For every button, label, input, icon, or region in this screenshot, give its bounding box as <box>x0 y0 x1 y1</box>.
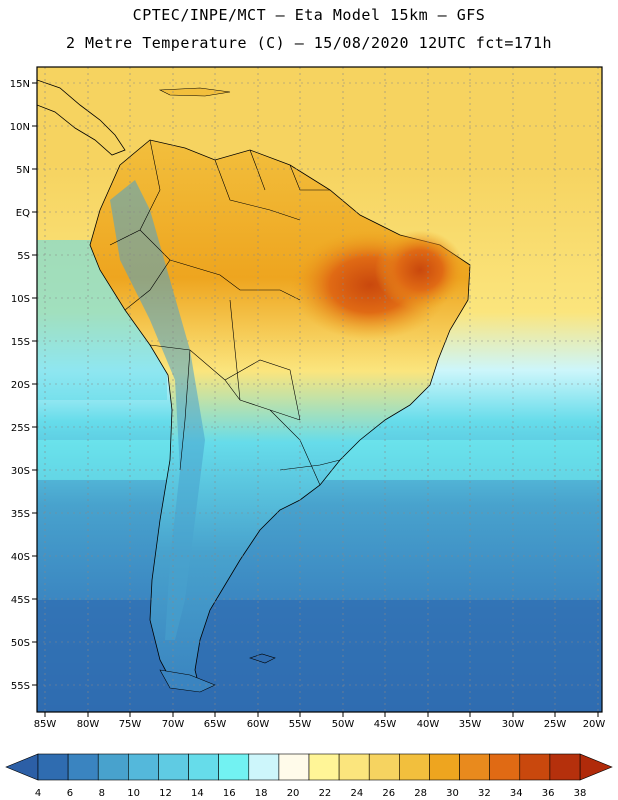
colorbar-label: 32 <box>478 788 491 799</box>
lon-label: 55W <box>289 719 312 730</box>
colorbar-swatch <box>97 753 129 781</box>
colorbar-swatch <box>188 753 219 781</box>
lat-label: 10S <box>11 294 30 305</box>
colorbar-label: 24 <box>350 788 363 799</box>
colorbar-label: 14 <box>191 788 204 799</box>
caribbean-islands <box>158 87 231 97</box>
lon-label: 20W <box>583 719 606 730</box>
colorbar-label: 38 <box>574 788 587 799</box>
colorbar-label: 4 <box>35 788 41 799</box>
lon-ticks <box>44 712 599 717</box>
colorbar-swatch <box>489 753 521 781</box>
lat-label: 5S <box>17 251 30 262</box>
map-title: CPTEC/INPE/MCT – Eta Model 15km – GFS <box>132 6 486 24</box>
colorbar-swatch <box>278 753 310 781</box>
colorbar-swatch <box>218 753 250 781</box>
lat-label: 35S <box>11 509 30 520</box>
central-america <box>37 79 126 156</box>
colorbar-swatch <box>37 753 69 781</box>
lon-label: 75W <box>119 719 142 730</box>
lat-label: 10N <box>10 122 30 133</box>
colorbar-swatch <box>308 753 340 781</box>
colorbar-label: 16 <box>223 788 236 799</box>
colorbar-swatch <box>399 753 430 781</box>
tierra-del-fuego <box>159 669 216 693</box>
colorbar: 4 6 8 10 12 14 16 18 20 22 24 26 28 30 32 34 36 38 <box>5 753 613 799</box>
lat-label: 25S <box>11 423 30 434</box>
colorbar-label: 18 <box>255 788 268 799</box>
lat-label: 30S <box>11 466 30 477</box>
colorbar-label: 26 <box>382 788 395 799</box>
map-frame <box>36 66 603 713</box>
lon-label: 60W <box>247 719 270 730</box>
colorbar-swatch <box>248 753 280 781</box>
lon-label: 45W <box>374 719 397 730</box>
lon-label: 35W <box>459 719 482 730</box>
colorbar-swatch <box>158 753 189 781</box>
lat-label: 45S <box>11 595 30 606</box>
lon-label: 30W <box>502 719 525 730</box>
graticule <box>37 67 602 712</box>
lat-label: 15S <box>11 337 30 348</box>
lat-label: EQ <box>16 208 30 219</box>
lon-label: 25W <box>544 719 567 730</box>
colorbar-label: 30 <box>446 788 459 799</box>
colorbar-high-arrow <box>579 753 613 781</box>
lon-label: 70W <box>162 719 185 730</box>
colorbar-swatch <box>128 753 159 781</box>
colorbar-swatch <box>368 753 400 781</box>
southern-ocean-band <box>37 600 602 712</box>
lat-label: 15N <box>10 79 30 90</box>
lat-label: 20S <box>11 380 30 391</box>
colorbar-swatch <box>338 753 370 781</box>
colorbar-label: 36 <box>542 788 555 799</box>
colorbar-swatch <box>429 753 460 781</box>
colorbar-swatch <box>67 753 99 781</box>
lon-label: 85W <box>34 719 57 730</box>
colorbar-swatch <box>459 753 490 781</box>
colorbar-label: 12 <box>159 788 172 799</box>
lat-ticks <box>32 82 37 686</box>
colorbar-swatch <box>549 753 581 781</box>
lon-label: 80W <box>77 719 100 730</box>
colorbar-label: 28 <box>414 788 427 799</box>
lon-label: 50W <box>332 719 355 730</box>
lon-label: 40W <box>417 719 440 730</box>
country-borders <box>109 139 341 486</box>
colorbar-label: 34 <box>510 788 523 799</box>
colorbar-label: 22 <box>319 788 332 799</box>
lon-label: 65W <box>204 719 227 730</box>
northeast-hot-core <box>375 230 465 310</box>
lat-label: 40S <box>11 552 30 563</box>
colorbar-swatch <box>519 753 551 781</box>
colorbar-low-arrow <box>5 753 39 781</box>
map-subtitle: 2 Metre Temperature (C) – 15/08/2020 12U… <box>65 34 553 52</box>
colorbar-label: 8 <box>99 788 105 799</box>
colorbar-label: 10 <box>127 788 140 799</box>
lat-label: 5N <box>16 165 30 176</box>
colorbar-label: 6 <box>67 788 73 799</box>
colorbar-label: 20 <box>287 788 300 799</box>
andes-cool-ridge <box>110 180 205 640</box>
lat-label: 50S <box>11 638 30 649</box>
lat-label: 55S <box>11 681 30 692</box>
